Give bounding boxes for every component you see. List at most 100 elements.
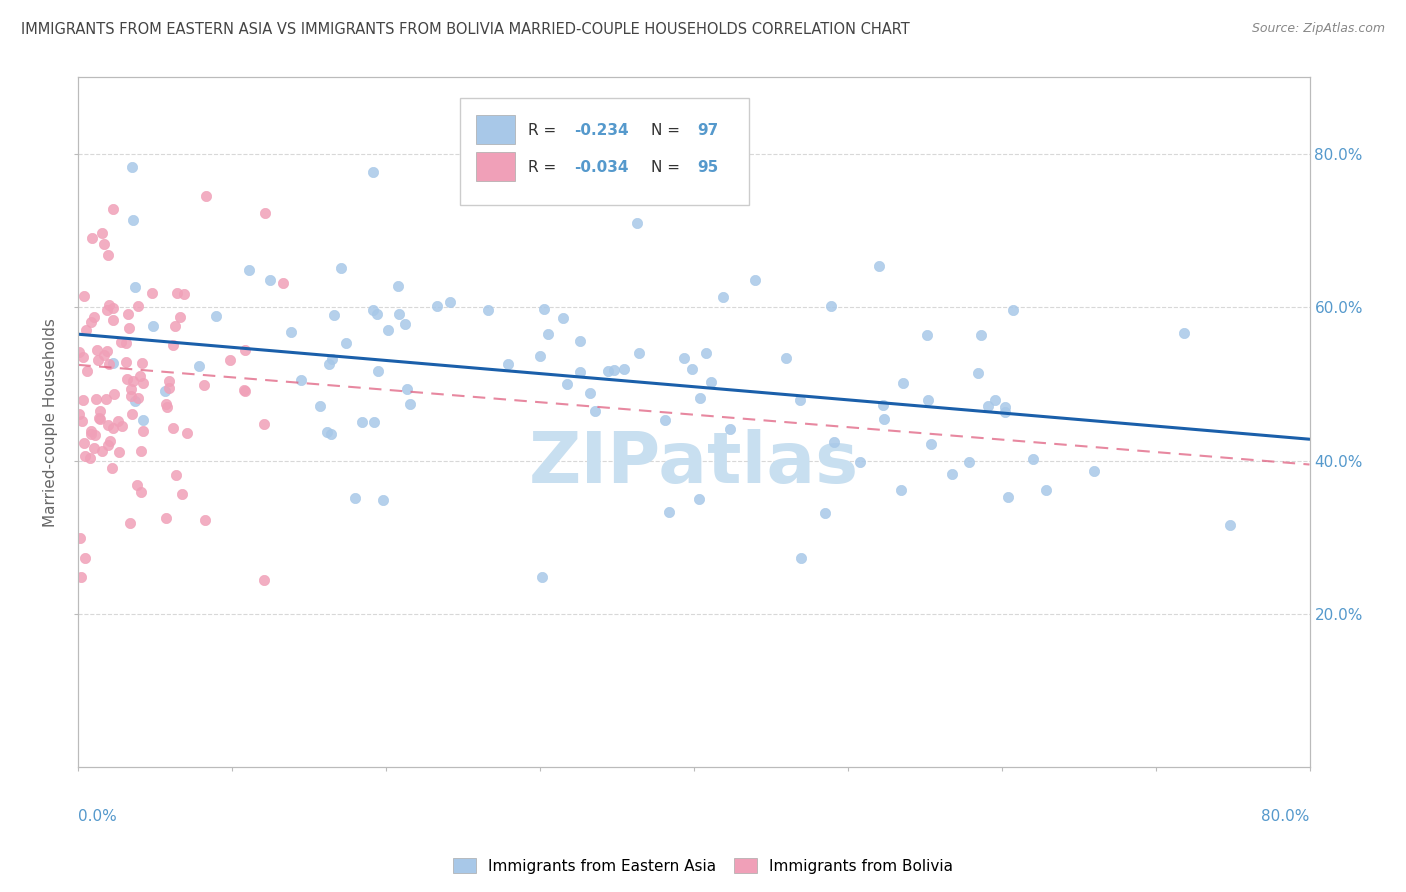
Point (89, 412, 111, 426)
Point (73, 436, 96, 450)
Point (101, 312, 124, 326)
Point (120, 389, 142, 403)
Point (155, 397, 177, 411)
Point (695, 346, 717, 360)
Text: 80.0%: 80.0% (1261, 809, 1309, 823)
Point (1001, 303, 1024, 318)
Point (371, 492, 394, 507)
Point (681, 361, 703, 376)
Point (232, 384, 254, 398)
Point (1219, 517, 1241, 532)
Point (101, 301, 124, 315)
Point (688, 491, 710, 506)
Point (917, 393, 939, 408)
Point (318, 357, 340, 371)
Point (86, 343, 108, 357)
Point (711, 290, 734, 304)
Text: 95: 95 (697, 160, 718, 175)
Point (672, 351, 695, 365)
Point (107, 445, 129, 459)
Point (89, 410, 111, 425)
Text: N =: N = (651, 123, 685, 138)
Point (82, 231, 104, 245)
Point (129, 444, 152, 458)
Point (626, 216, 648, 230)
Point (891, 376, 914, 391)
Point (117, 307, 139, 321)
Point (96, 344, 118, 359)
Point (335, 335, 357, 350)
Point (583, 404, 606, 418)
Point (72, 350, 94, 364)
Point (162, 338, 184, 352)
Point (157, 381, 180, 395)
Point (464, 186, 486, 200)
Point (322, 308, 344, 322)
Point (814, 506, 837, 520)
Point (131, 376, 153, 390)
Point (994, 405, 1017, 419)
Point (329, 260, 352, 275)
Point (603, 363, 626, 377)
Point (157, 374, 180, 388)
Point (194, 513, 217, 527)
Point (868, 259, 890, 273)
Point (238, 262, 260, 277)
Point (744, 272, 766, 286)
Text: 97: 97 (697, 123, 718, 138)
Point (83, 442, 105, 456)
Point (363, 416, 385, 430)
Point (80, 425, 103, 439)
Text: IMMIGRANTS FROM EASTERN ASIA VS IMMIGRANTS FROM BOLIVIA MARRIED-COUPLE HOUSEHOLD: IMMIGRANTS FROM EASTERN ASIA VS IMMIGRAN… (21, 22, 910, 37)
Point (775, 351, 797, 366)
Point (127, 391, 149, 405)
Point (166, 285, 188, 300)
Point (115, 336, 138, 351)
Point (477, 303, 499, 318)
Point (101, 202, 124, 216)
Point (98, 357, 121, 371)
Point (121, 160, 143, 174)
Point (344, 491, 367, 506)
Point (579, 385, 602, 400)
Point (121, 212, 143, 227)
Point (872, 398, 894, 412)
Point (253, 417, 276, 431)
Point (718, 422, 741, 436)
Point (873, 412, 896, 426)
Point (394, 317, 416, 331)
Point (596, 364, 619, 378)
FancyBboxPatch shape (460, 98, 749, 205)
Point (155, 384, 177, 399)
Point (124, 394, 146, 409)
Point (73, 550, 96, 565)
Point (120, 382, 142, 396)
Point (977, 399, 1000, 413)
Point (87, 353, 110, 368)
Point (654, 412, 676, 426)
Point (129, 368, 152, 383)
Point (398, 397, 420, 411)
Point (361, 303, 384, 318)
Point (97, 418, 120, 433)
Point (80, 426, 103, 441)
Point (117, 321, 139, 335)
Text: Source: ZipAtlas.com: Source: ZipAtlas.com (1251, 22, 1385, 36)
Point (253, 574, 276, 588)
Text: 0.0%: 0.0% (79, 809, 117, 823)
Point (613, 362, 636, 376)
Point (439, 294, 461, 309)
Point (790, 551, 813, 566)
Point (319, 426, 342, 441)
Point (377, 323, 399, 337)
Point (1173, 326, 1195, 341)
Point (107, 414, 129, 428)
Point (551, 311, 574, 326)
Point (195, 189, 218, 203)
Point (658, 505, 681, 519)
Point (997, 490, 1019, 504)
Point (98, 434, 121, 449)
Point (124, 280, 146, 294)
Point (96, 302, 118, 317)
Point (568, 365, 591, 379)
